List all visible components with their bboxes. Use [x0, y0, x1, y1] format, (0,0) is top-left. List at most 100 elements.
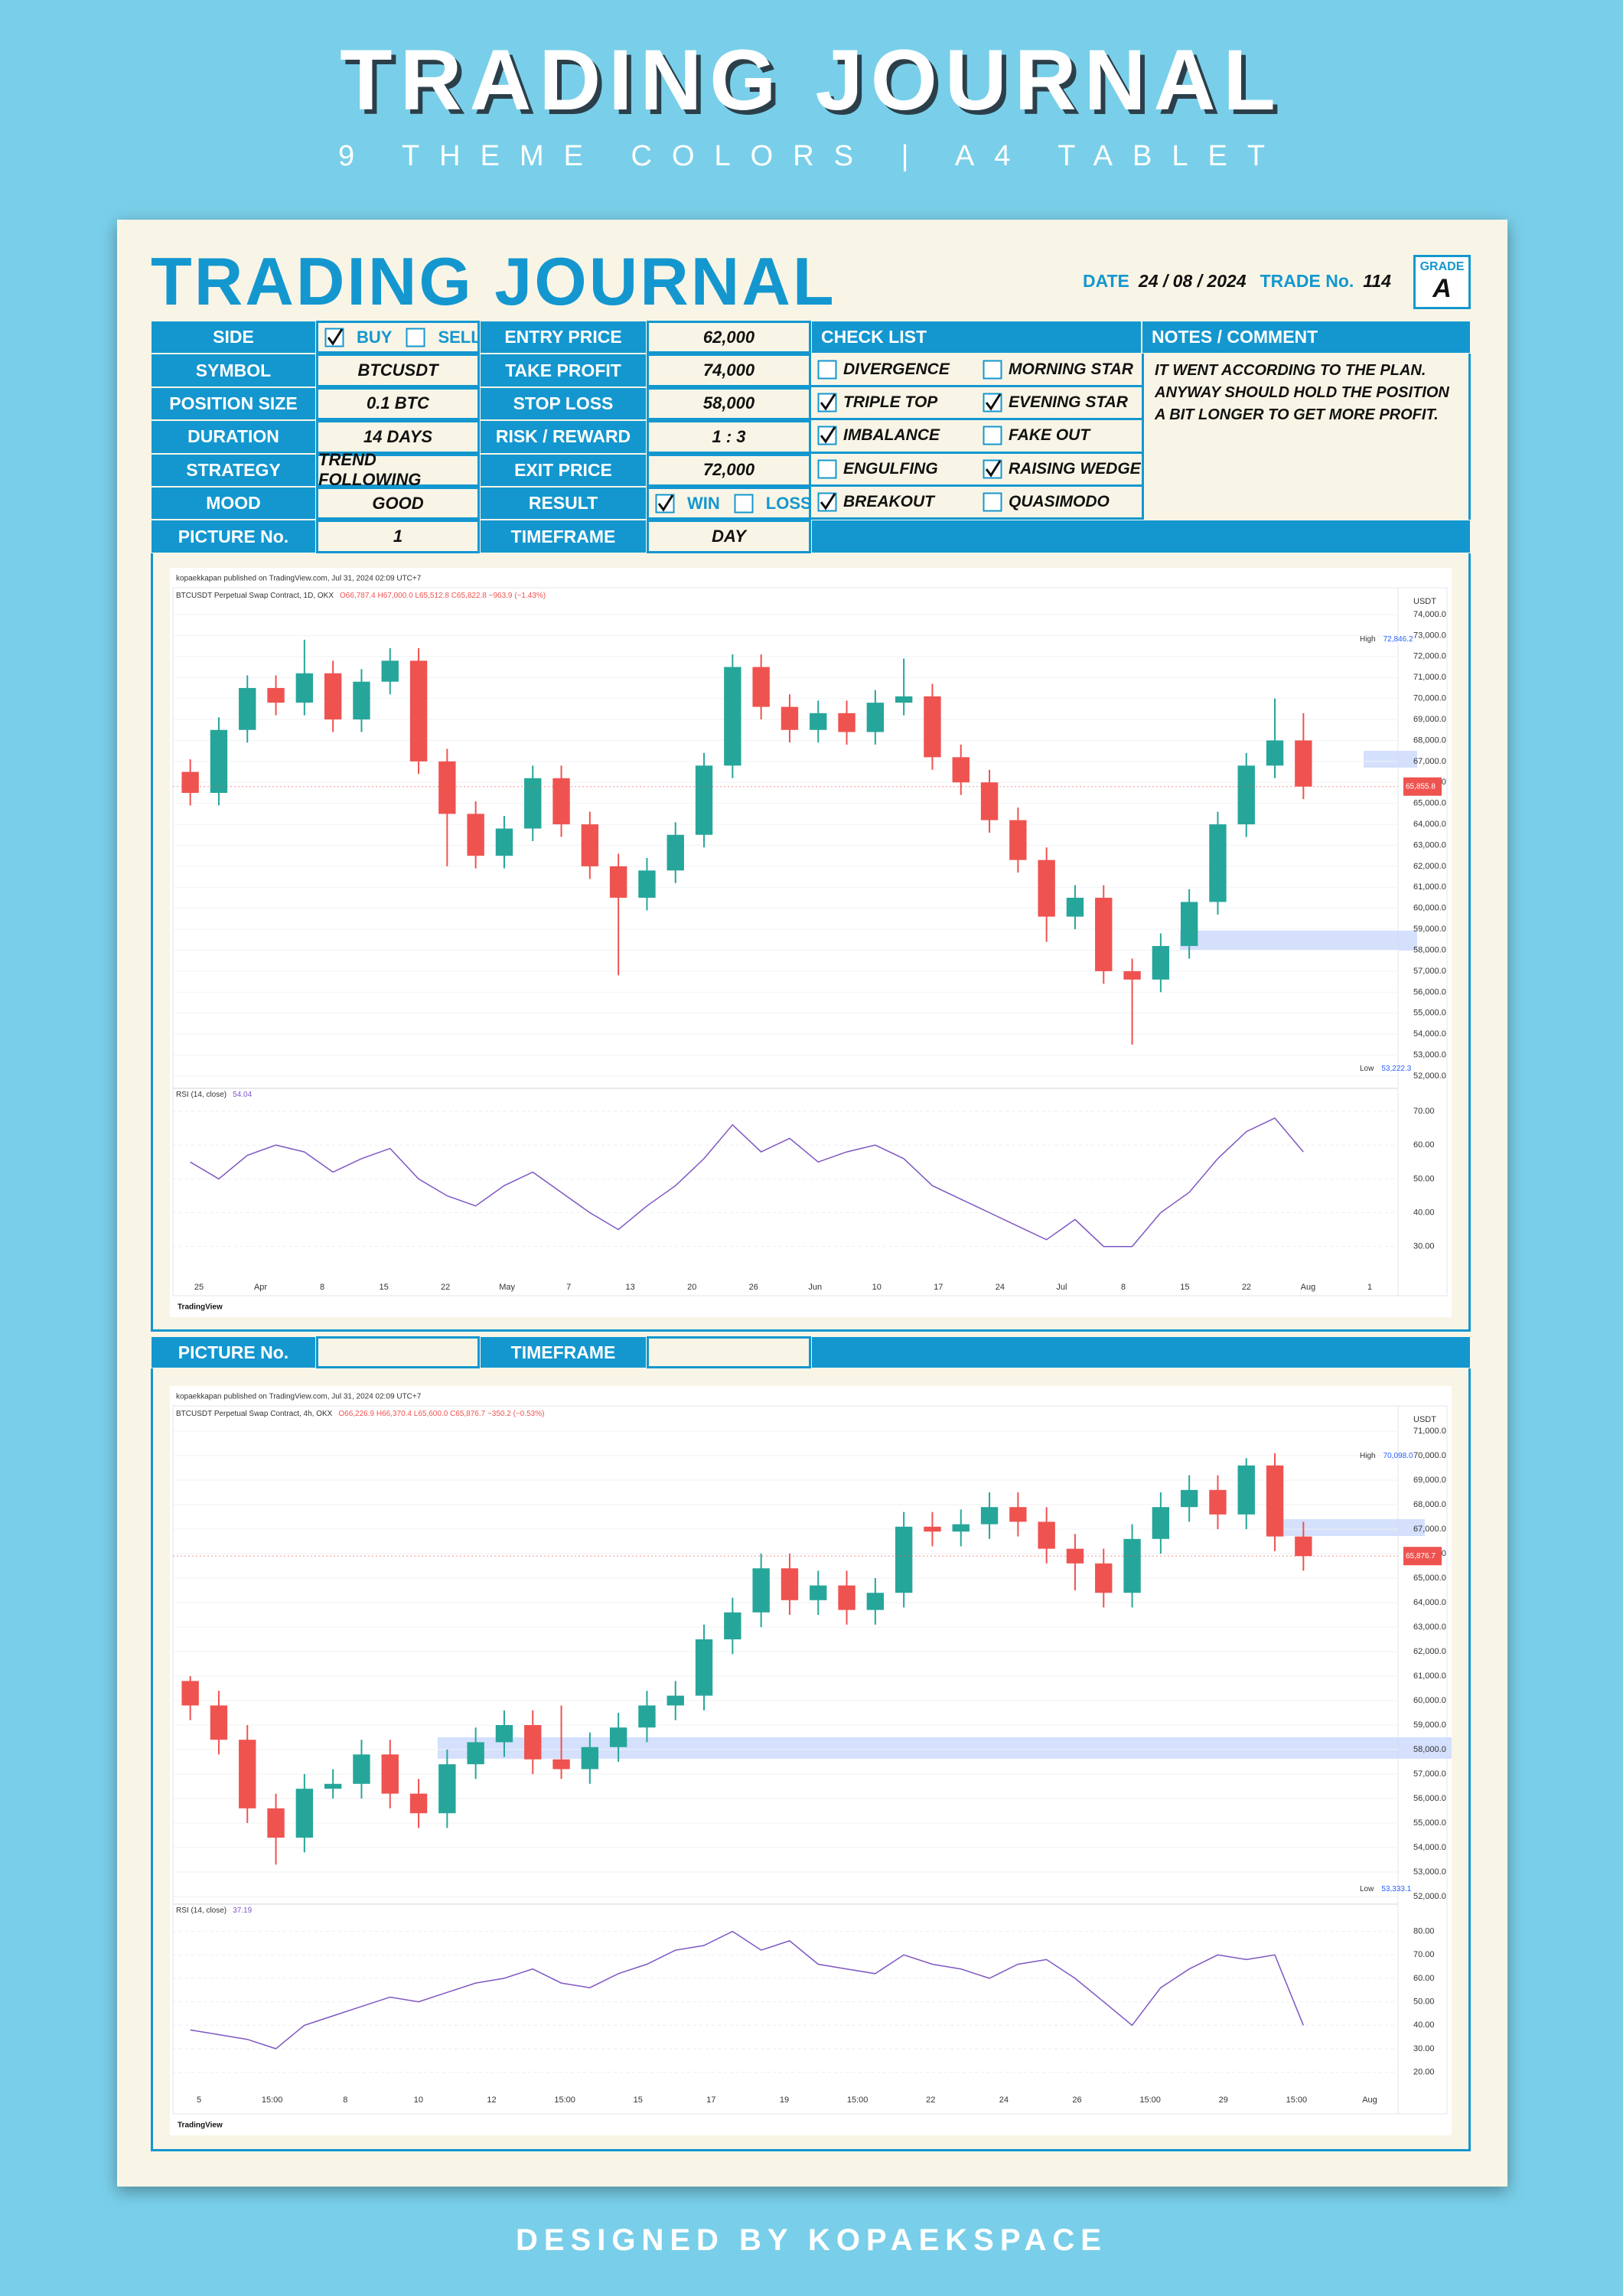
- candle-body: [1095, 1563, 1113, 1593]
- candle-body: [609, 866, 627, 899]
- x-tick-label: 15:00: [1286, 2095, 1308, 2105]
- zone: [1272, 1519, 1425, 1536]
- x-tick-label: 24: [996, 1283, 1005, 1292]
- candle-body: [409, 660, 428, 762]
- x-tick-label: Jul: [1056, 1283, 1067, 1292]
- x-tick-label: 15:00: [554, 2095, 575, 2105]
- x-tick-label: 19: [780, 2095, 789, 2105]
- candle-body: [210, 1705, 228, 1740]
- checkbox: [983, 426, 1002, 445]
- checklist-label: DIVERGENCE: [843, 360, 950, 378]
- candle-body: [295, 673, 314, 703]
- date-value: 24 / 08 / 2024: [1138, 270, 1247, 291]
- rsi-tick-label: 40.00: [1413, 1208, 1435, 1217]
- checklist-item: RAISING WEDGE: [976, 454, 1142, 487]
- checkbox: [817, 492, 837, 512]
- x-tick-label: 26: [1072, 2095, 1081, 2105]
- checkbox: [817, 393, 837, 413]
- field-label: PICTURE No.: [151, 520, 316, 553]
- candle-body: [381, 1754, 399, 1794]
- candle-body: [638, 870, 656, 899]
- candle-body: [1209, 824, 1227, 902]
- x-tick-label: May: [499, 1283, 515, 1292]
- x-tick-label: 29: [1219, 2095, 1228, 2105]
- rsi-tick-label: 80.00: [1413, 1927, 1435, 1936]
- y-tick-label: 58,000.0: [1413, 1745, 1446, 1754]
- y-tick-label: 69,000.0: [1413, 1476, 1446, 1485]
- y-tick-label: 60,000.0: [1413, 904, 1446, 913]
- rsi-title: RSI (14, close) 54.04: [176, 1091, 253, 1099]
- rsi-current: 37.19: [233, 1906, 252, 1915]
- y-tick-label: 67,000.0: [1413, 757, 1446, 766]
- low-tag: Low 53,333.1: [1360, 1885, 1412, 1893]
- candle-body: [895, 1526, 913, 1593]
- checklist-label: BREAKOUT: [843, 493, 934, 511]
- candle-body: [181, 771, 199, 793]
- candle-body: [724, 667, 741, 766]
- field-value: BTCUSDT: [316, 354, 480, 387]
- candle-body: [1266, 1465, 1284, 1537]
- candle-body: [1266, 740, 1284, 766]
- candle-body: [810, 713, 827, 730]
- checkbox: [983, 360, 1002, 380]
- field-label: SIDE: [151, 321, 316, 354]
- x-tick-label: 15:00: [847, 2095, 869, 2105]
- x-tick-label: 8: [343, 2095, 347, 2105]
- y-tick-label: 70,000.0: [1413, 694, 1446, 703]
- rsi-label: RSI (14, close): [176, 1091, 227, 1099]
- checkbox-frame: [817, 360, 837, 380]
- date-label: DATE: [1083, 270, 1129, 291]
- y-tick-label: 62,000.0: [1413, 1647, 1446, 1656]
- candle-body: [838, 713, 855, 732]
- rsi-tick-label: 70.00: [1413, 1107, 1435, 1116]
- candle-body: [695, 765, 713, 835]
- field-value: TREND FOLLOWING: [316, 450, 480, 489]
- y-tick-label: 58,000.0: [1413, 945, 1446, 954]
- field-options: WIN LOSS: [647, 487, 812, 520]
- y-tick-label: 71,000.0: [1413, 673, 1446, 682]
- candle-body: [666, 1695, 684, 1706]
- chart-image: kopaekkapan published on TradingView.com…: [170, 568, 1452, 1317]
- candle-body: [609, 1727, 627, 1747]
- candle-body: [409, 1793, 428, 1814]
- candle-body: [980, 782, 999, 820]
- option-label: WIN: [687, 493, 720, 513]
- y-tick-label: 56,000.0: [1413, 987, 1446, 996]
- candle-body: [752, 667, 770, 707]
- grade-value: A: [1432, 274, 1452, 303]
- candle-body: [467, 1742, 484, 1765]
- rsi-tick-label: 20.00: [1413, 2068, 1435, 2077]
- high-value: 72,846.2: [1383, 635, 1413, 644]
- high-tag: High 70,098.0: [1360, 1452, 1413, 1460]
- y-tick-label: 56,000.0: [1413, 1794, 1446, 1803]
- candle-body: [295, 1789, 314, 1838]
- rsi-line: [190, 1930, 1304, 2050]
- ohlc: O66,787.4 H67,000.0 L65,512.8 C65,822.8 …: [340, 592, 546, 600]
- candle-body: [267, 687, 285, 703]
- candle-body: [552, 778, 570, 825]
- table-band: [811, 520, 1471, 553]
- checkbox-frame: [983, 360, 1002, 380]
- y-tick-label: 53,000.0: [1413, 1867, 1446, 1877]
- timeframe-label: TIMEFRAME: [480, 1336, 647, 1368]
- zone: [1364, 751, 1417, 768]
- checkbox: [983, 459, 1002, 479]
- field-value: DAY: [647, 520, 811, 553]
- journal-page: TRADING JOURNAL DATE 24 / 08 / 2024 TRADE N…: [117, 220, 1578, 2187]
- checkbox: [734, 494, 754, 514]
- field-value: 72,000: [647, 453, 811, 487]
- candle-body: [1095, 898, 1113, 971]
- candle-body: [210, 729, 228, 793]
- x-tick-label: 22: [926, 2095, 935, 2105]
- candle-body: [1295, 1536, 1312, 1557]
- y-tick-label: 59,000.0: [1413, 925, 1446, 934]
- field-value: 74,000: [647, 354, 811, 387]
- chart-footer: TradingView: [178, 2122, 223, 2130]
- checkmark: [327, 328, 344, 346]
- y-tick-label: 59,000.0: [1413, 1720, 1446, 1730]
- field-label: RISK / REWARD: [480, 420, 647, 454]
- field-value: 14 DAYS: [316, 420, 480, 454]
- y-tick-label: 64,000.0: [1413, 1598, 1446, 1607]
- field-value: 1: [316, 520, 480, 553]
